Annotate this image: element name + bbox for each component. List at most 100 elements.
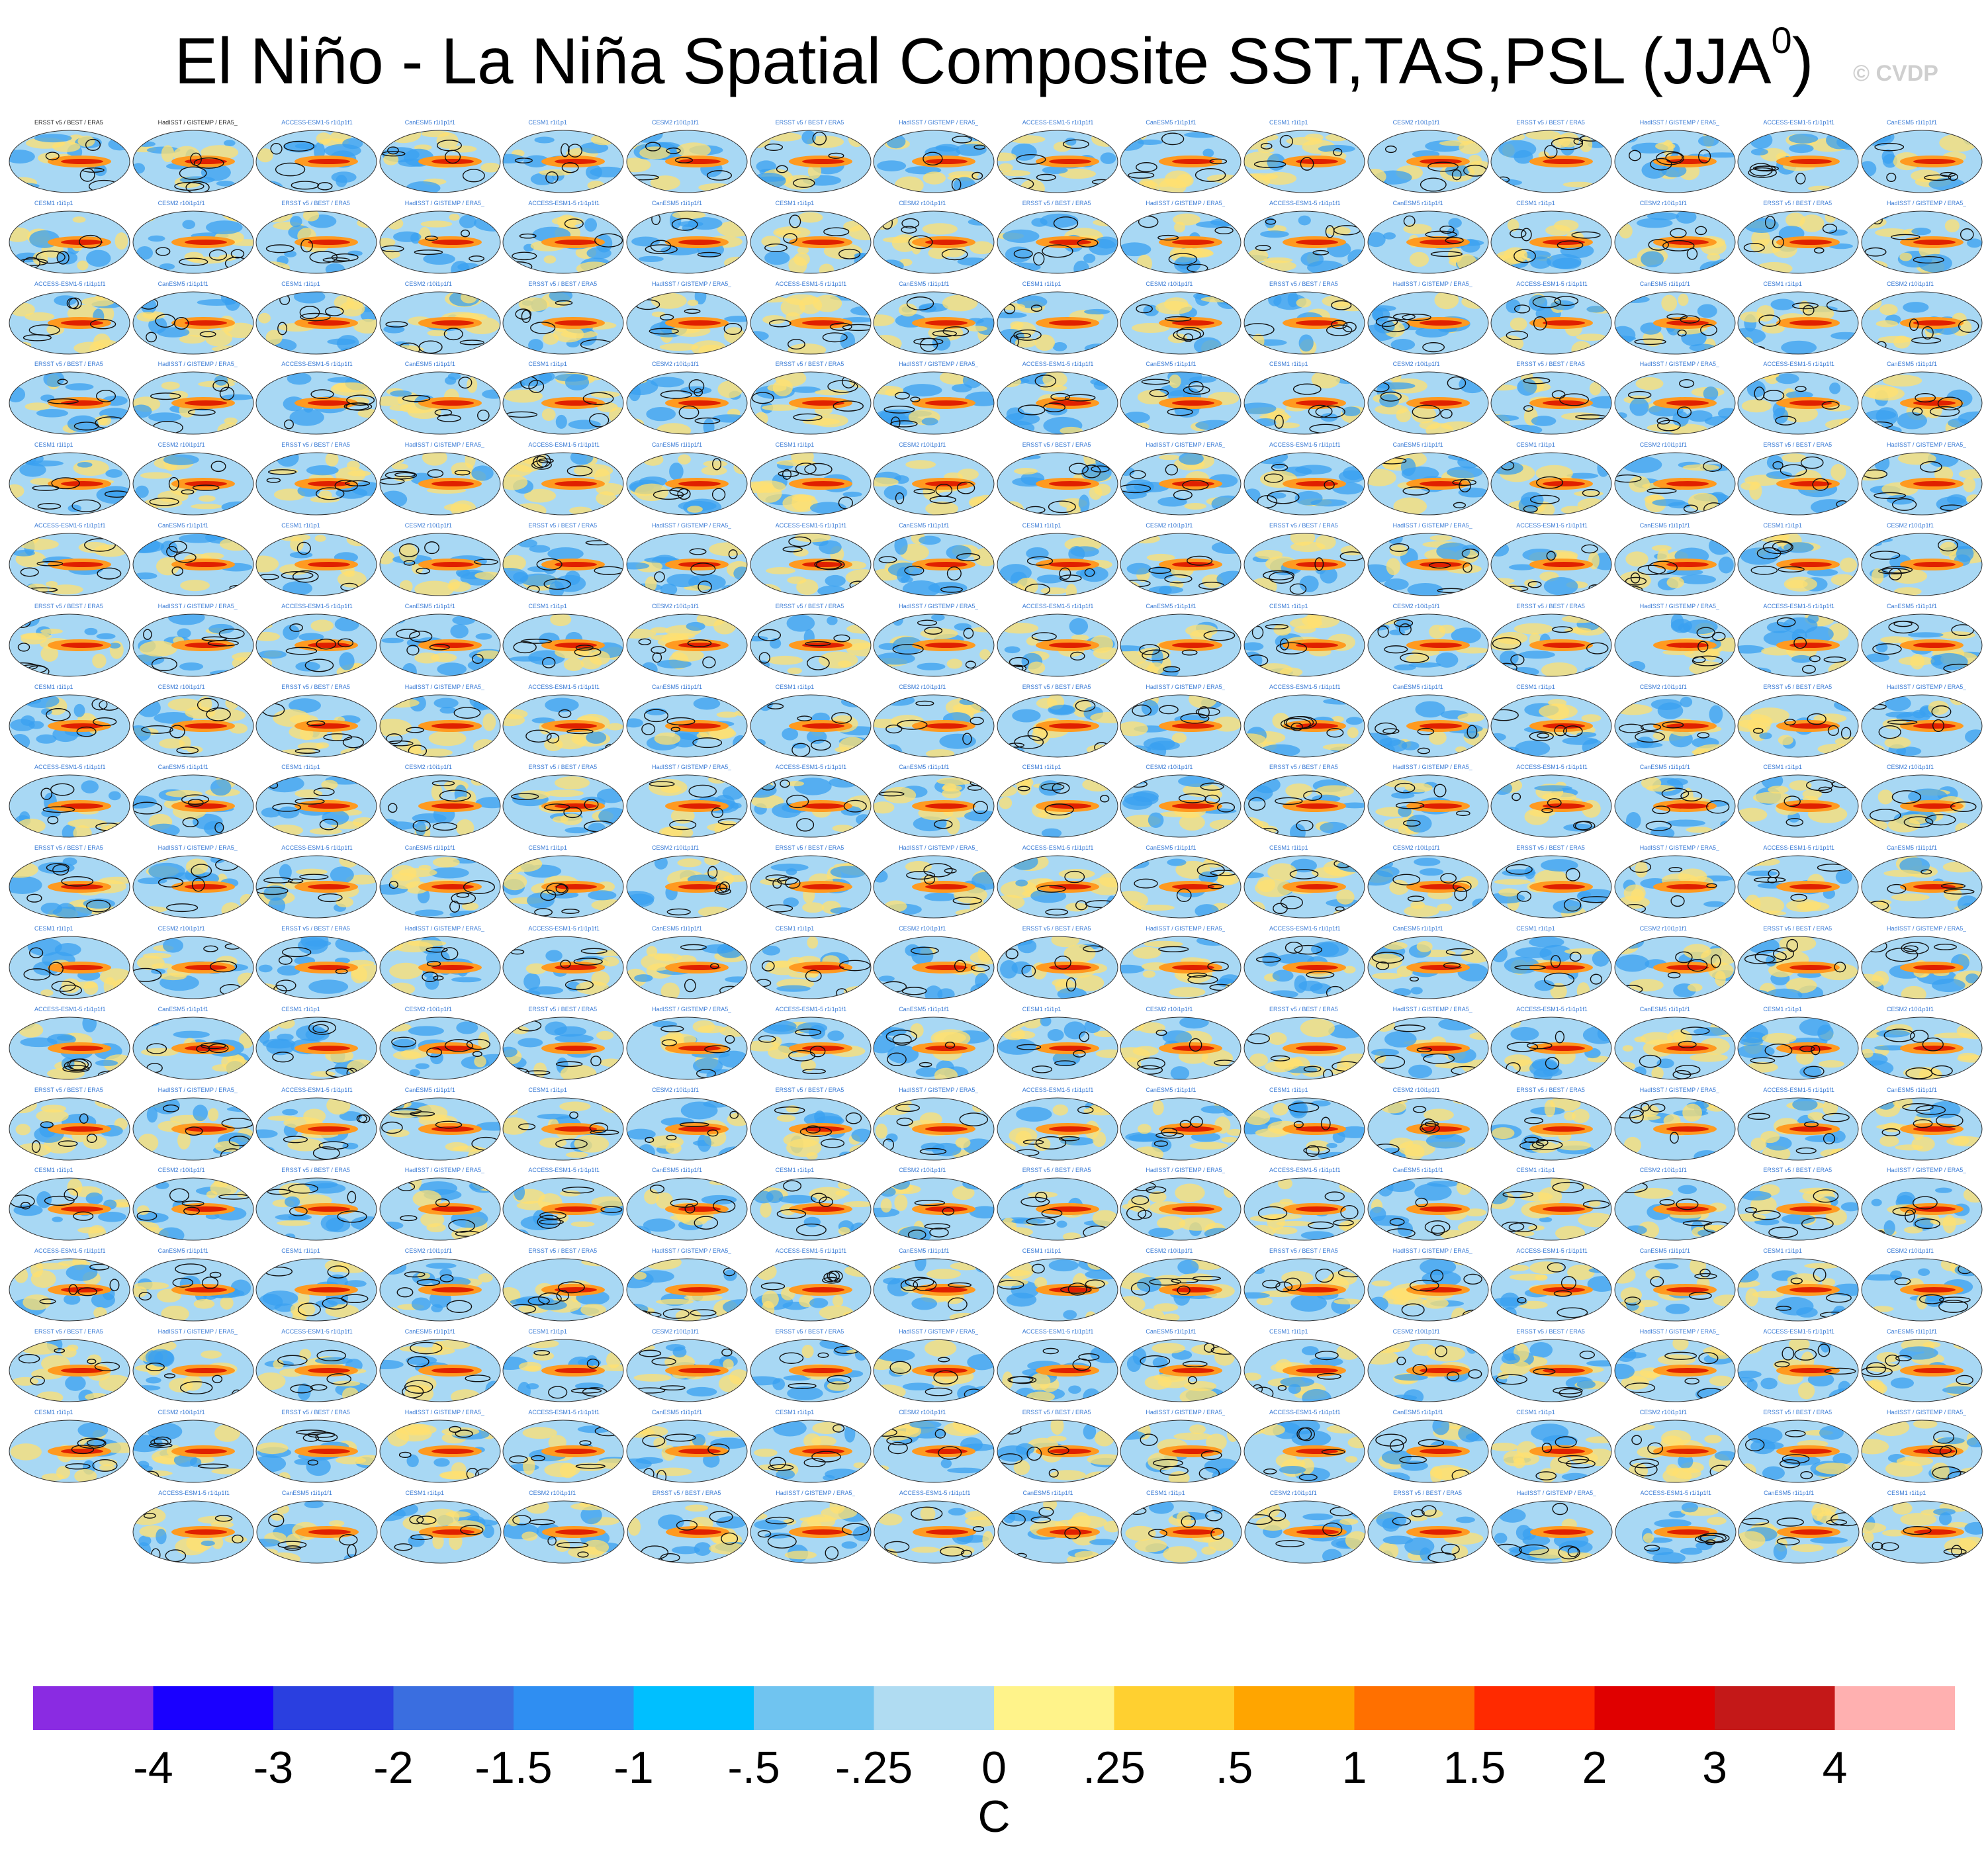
enso-warm-core bbox=[184, 562, 227, 567]
psl-contour bbox=[402, 395, 431, 402]
anomaly-blob bbox=[1581, 713, 1602, 722]
anomaly-blob bbox=[1678, 293, 1689, 306]
composite-panel: CESM1 r1i1p1 bbox=[1490, 684, 1613, 760]
map-outline bbox=[1120, 210, 1242, 274]
anomaly-blob bbox=[310, 619, 334, 632]
anomaly-blob bbox=[1049, 704, 1074, 715]
anomaly-blob bbox=[1386, 558, 1400, 576]
psl-contour bbox=[1670, 228, 1687, 238]
anomaly-blob bbox=[1410, 987, 1423, 995]
anomaly-blob bbox=[1683, 944, 1711, 959]
enso-warm-core bbox=[431, 320, 474, 326]
psl-contour bbox=[1300, 157, 1314, 171]
psl-contour bbox=[706, 170, 733, 181]
panel-title: CESM2 r10i1p1f1 bbox=[1887, 764, 1934, 771]
anomaly-blob bbox=[1260, 230, 1289, 238]
anomaly-blob bbox=[1012, 709, 1041, 723]
anomaly-blob bbox=[77, 135, 95, 147]
composite-map bbox=[9, 936, 130, 999]
anomaly-blob bbox=[1435, 652, 1459, 668]
composite-panel: CESM2 r10i1p1f1 bbox=[132, 925, 255, 1002]
anomaly-blob bbox=[1678, 574, 1716, 584]
composite-panel: CESM1 r1i1p1 bbox=[1490, 200, 1613, 277]
anomaly-blob bbox=[96, 633, 116, 639]
anomaly-blob bbox=[1384, 578, 1409, 590]
anomaly-blob bbox=[643, 453, 664, 467]
psl-contour bbox=[1765, 215, 1776, 229]
composite-map bbox=[502, 452, 624, 516]
anomaly-blob bbox=[283, 140, 316, 153]
enso-warm-core bbox=[184, 642, 227, 648]
composite-panel: CESM1 r1i1p1 bbox=[8, 684, 131, 760]
composite-map bbox=[1367, 210, 1489, 274]
composite-panel: ACCESS-ESM1-5 r1i1p1f1 bbox=[749, 522, 872, 599]
anomaly-blob bbox=[1625, 812, 1641, 830]
anomaly-blob bbox=[1273, 623, 1291, 636]
composite-map bbox=[1367, 694, 1489, 758]
composite-map bbox=[502, 774, 624, 838]
composite-panel: CanESM5 r1i1p1f1 bbox=[132, 764, 255, 840]
psl-contour bbox=[291, 181, 320, 190]
panel-title: CanESM5 r1i1p1f1 bbox=[652, 199, 703, 206]
enso-warm-core bbox=[431, 239, 474, 245]
anomaly-blob bbox=[1244, 402, 1277, 415]
panel-title: ACCESS-ESM1-5 r1i1p1f1 bbox=[281, 361, 353, 368]
anomaly-blob bbox=[294, 790, 323, 798]
anomaly-blob bbox=[482, 713, 496, 731]
composite-panel: ACCESS-ESM1-5 r1i1p1f1 bbox=[1737, 844, 1860, 921]
psl-contour bbox=[942, 326, 970, 336]
panel-title: CanESM5 r1i1p1f1 bbox=[1639, 764, 1690, 771]
anomaly-blob bbox=[1009, 135, 1046, 144]
anomaly-blob bbox=[1617, 1062, 1635, 1071]
composite-panel: ACCESS-ESM1-5 r1i1p1f1 bbox=[255, 844, 378, 921]
anomaly-blob bbox=[1247, 901, 1265, 916]
anomaly-blob bbox=[48, 584, 83, 595]
panel-title: ERSST v5 / BEST / ERA5 bbox=[775, 602, 844, 610]
anomaly-blob bbox=[676, 142, 711, 158]
psl-contour bbox=[1183, 333, 1194, 342]
anomaly-blob bbox=[1881, 149, 1895, 164]
anomaly-blob bbox=[1524, 250, 1551, 259]
composite-panel: CESM1 r1i1p1 bbox=[502, 361, 625, 437]
panel-title: CESM1 r1i1p1 bbox=[1763, 1005, 1802, 1013]
anomaly-blob bbox=[1325, 134, 1350, 142]
composite-map bbox=[502, 130, 624, 193]
composite-panel: CESM1 r1i1p1 bbox=[749, 684, 872, 760]
anomaly-blob bbox=[656, 423, 692, 435]
anomaly-blob bbox=[1789, 144, 1814, 154]
composite-map bbox=[997, 694, 1118, 758]
anomaly-blob bbox=[474, 1056, 486, 1067]
anomaly-blob bbox=[295, 661, 321, 672]
anomaly-blob bbox=[386, 217, 404, 230]
anomaly-blob bbox=[1304, 133, 1324, 142]
enso-warm-core bbox=[1543, 642, 1586, 648]
enso-warm-core bbox=[1296, 642, 1338, 648]
page-title: El Niño - La Niña Spatial Composite SST,… bbox=[175, 19, 1814, 97]
anomaly-blob bbox=[1883, 870, 1922, 878]
composite-map bbox=[1120, 452, 1242, 516]
psl-contour bbox=[56, 251, 69, 265]
psl-contour bbox=[79, 234, 103, 249]
anomaly-blob bbox=[1635, 861, 1648, 878]
map-outline bbox=[1737, 291, 1859, 355]
panel-title: CESM2 r10i1p1f1 bbox=[899, 199, 946, 206]
composite-panel: CESM2 r10i1p1f1 bbox=[872, 925, 995, 1002]
anomaly-blob bbox=[542, 408, 557, 422]
anomaly-blob bbox=[750, 296, 789, 302]
anomaly-blob bbox=[430, 653, 457, 662]
composite-panel: HadISST / GISTEMP / ERA5_1 bbox=[1860, 200, 1983, 277]
psl-contour bbox=[660, 390, 692, 400]
psl-contour bbox=[1649, 158, 1672, 171]
composite-panel: ACCESS-ESM1-5 r1i1p1f1 bbox=[8, 764, 131, 840]
anomaly-blob bbox=[346, 533, 371, 547]
anomaly-blob bbox=[1138, 390, 1167, 405]
anomaly-blob bbox=[1652, 499, 1686, 507]
anomaly-blob bbox=[905, 460, 936, 469]
anomaly-blob bbox=[475, 633, 492, 640]
panel-title: CESM1 r1i1p1 bbox=[528, 361, 567, 368]
anomaly-blob bbox=[678, 454, 691, 465]
panel-title: HadISST / GISTEMP / ERA5_1 bbox=[1639, 844, 1719, 852]
panel-title: HadISST / GISTEMP / ERA5_1 bbox=[1887, 441, 1966, 449]
map-outline bbox=[1367, 210, 1489, 274]
map-outline bbox=[1490, 210, 1612, 274]
